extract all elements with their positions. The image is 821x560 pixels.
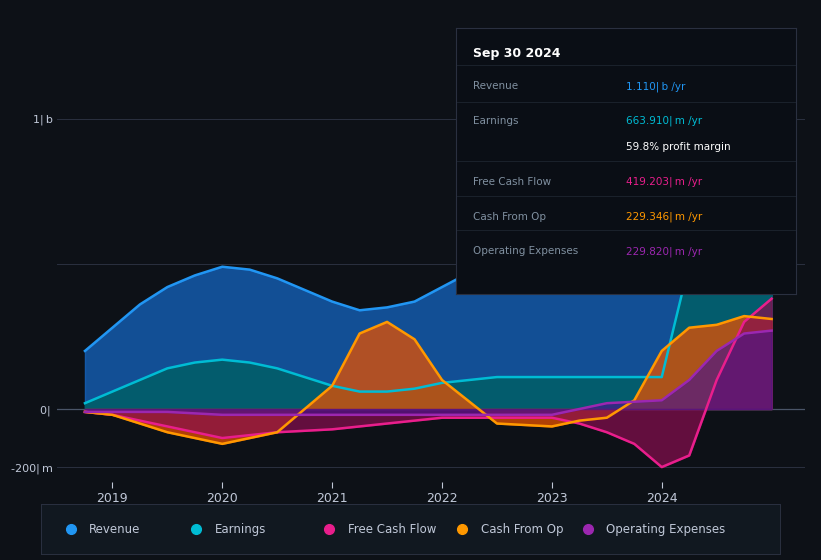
Text: 229.346| m /yr: 229.346| m /yr <box>626 212 702 222</box>
Text: Cash From Op: Cash From Op <box>481 522 563 536</box>
Text: 59.8% profit margin: 59.8% profit margin <box>626 142 731 152</box>
Text: Revenue: Revenue <box>89 522 140 536</box>
Text: 419.203| m /yr: 419.203| m /yr <box>626 177 702 188</box>
Text: 663.910| m /yr: 663.910| m /yr <box>626 116 702 126</box>
Text: Free Cash Flow: Free Cash Flow <box>473 177 551 187</box>
Text: Free Cash Flow: Free Cash Flow <box>348 522 436 536</box>
Text: 229.820| m /yr: 229.820| m /yr <box>626 246 702 256</box>
Text: Revenue: Revenue <box>473 81 518 91</box>
Text: Sep 30 2024: Sep 30 2024 <box>473 46 560 59</box>
Text: Earnings: Earnings <box>473 116 518 126</box>
Text: Earnings: Earnings <box>215 522 266 536</box>
Text: Cash From Op: Cash From Op <box>473 212 546 222</box>
Text: Operating Expenses: Operating Expenses <box>606 522 726 536</box>
Text: Operating Expenses: Operating Expenses <box>473 246 578 256</box>
Text: 1.110| b /yr: 1.110| b /yr <box>626 81 686 92</box>
